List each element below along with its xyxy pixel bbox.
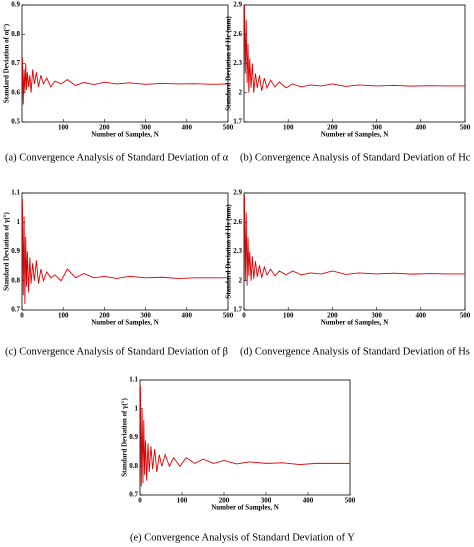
- chart: 1.7 2 2.3 2.6 2.9 100 200 300 400 500 Number of Sa…: [225, 1, 471, 164]
- plot-frame: [21, 4, 229, 123]
- x-axis-label: Number of Samples, N: [321, 319, 389, 327]
- x-tick-label: 100: [58, 124, 69, 132]
- x-tick-label: 500: [460, 124, 471, 132]
- caption: (e) Convergence Analysis of Standard Dev…: [130, 532, 355, 543]
- x-tick-label: 300: [140, 312, 151, 320]
- chart: 1.7 2 2.3 2.6 2.9 0 100 200 300 400 500 Number of S…: [225, 189, 471, 358]
- y-tick-label: 1: [135, 404, 139, 412]
- x-tick-label: 300: [261, 497, 272, 505]
- y-tick-label: 0.6: [11, 88, 20, 96]
- caption: (c) Convergence Analysis of Standard Dev…: [5, 346, 228, 357]
- y-tick-label: 1.1: [11, 189, 20, 197]
- y-tick-label: 1.7: [233, 118, 242, 126]
- x-tick-label: 0: [138, 497, 142, 505]
- data-line: [243, 4, 465, 93]
- y-tick-label: 1: [17, 218, 21, 226]
- x-tick-label: 200: [99, 312, 110, 320]
- x-tick-label: 100: [283, 312, 294, 320]
- y-tick-label: 2: [239, 276, 243, 284]
- y-tick-label: 0.8: [11, 276, 20, 284]
- data-line: [243, 194, 465, 286]
- y-tick-label: 0.7: [129, 491, 138, 499]
- x-tick-label: 200: [327, 312, 338, 320]
- plot-frame: [243, 192, 466, 311]
- caption: (b) Convergence Analysis of Standard Dev…: [240, 152, 471, 163]
- y-tick-label: 2.6: [233, 30, 242, 38]
- x-tick-label: 300: [140, 124, 151, 132]
- caption: (d) Convergence Analysis of Standard Dev…: [240, 346, 470, 357]
- data-line: [139, 385, 350, 487]
- chart: 0.7 0.8 0.9 1 1.1 0 100 200 300 400 500 Number of S…: [3, 189, 234, 358]
- x-tick-label: 300: [371, 312, 382, 320]
- y-tick-label: 0.5: [11, 118, 20, 126]
- plot-frame: [139, 379, 351, 496]
- x-axis-label: Number of Samples, N: [91, 131, 159, 139]
- y-axis-label: Standard Deviation of Hc (mm): [225, 16, 233, 111]
- plot-frame: [21, 192, 229, 311]
- x-tick-label: 400: [416, 124, 427, 132]
- x-tick-label: 200: [219, 497, 230, 505]
- x-tick-label: 400: [416, 312, 427, 320]
- y-tick-label: 2.3: [233, 59, 242, 67]
- y-tick-label: 0.9: [11, 1, 20, 9]
- x-tick-label: 200: [327, 124, 338, 132]
- y-tick-label: 1.7: [233, 306, 242, 314]
- y-tick-label: 2.9: [233, 189, 242, 197]
- x-tick-label: 500: [345, 497, 356, 505]
- x-tick-label: 500: [460, 312, 471, 320]
- x-axis-label: Number of Samples, N: [211, 504, 279, 512]
- x-tick-label: 0: [242, 312, 246, 320]
- x-tick-label: 400: [303, 497, 314, 505]
- x-tick-label: 300: [371, 124, 382, 132]
- x-axis-label: Number of Samples, N: [91, 319, 159, 327]
- x-tick-label: 400: [182, 124, 193, 132]
- plot-frame: [243, 4, 466, 123]
- y-tick-label: 2: [239, 88, 243, 96]
- x-tick-label: 400: [182, 312, 193, 320]
- y-axis-label: Standard Deviation of γ(°): [121, 398, 129, 477]
- x-tick-label: 200: [99, 124, 110, 132]
- y-axis-label: Standard Deviation of Hs (mm): [225, 204, 233, 299]
- y-tick-label: 0.8: [129, 462, 138, 470]
- x-tick-label: 500: [223, 312, 234, 320]
- y-tick-label: 0.8: [11, 30, 20, 38]
- chart: 0.5 0.6 0.7 0.8 0.9 100 200 300 400 500 Number of …: [3, 1, 234, 164]
- data-line: [21, 198, 228, 305]
- y-tick-label: 0.7: [11, 306, 20, 314]
- x-tick-label: 100: [58, 312, 69, 320]
- y-tick-label: 2.9: [233, 1, 242, 9]
- caption: (a) Convergence Analysis of Standard Dev…: [5, 152, 229, 163]
- y-tick-label: 2.3: [233, 247, 242, 255]
- y-axis-label: Standard Deviation of γ(°): [3, 212, 11, 291]
- y-tick-label: 0.9: [11, 247, 20, 255]
- y-tick-label: 0.7: [11, 59, 20, 67]
- y-tick-label: 0.9: [129, 433, 138, 441]
- x-tick-label: 100: [283, 124, 294, 132]
- chart: 0.7 0.8 0.9 1 1.1 0 100 200 300 400 500 Number of S…: [121, 376, 356, 544]
- x-tick-label: 0: [20, 312, 24, 320]
- data-line: [21, 57, 229, 105]
- y-tick-label: 2.6: [233, 218, 242, 226]
- y-tick-label: 1.1: [129, 376, 138, 384]
- y-axis-label: Standard Deviation of α(°): [3, 23, 11, 103]
- x-tick-label: 100: [177, 497, 188, 505]
- x-tick-label: 500: [223, 124, 234, 132]
- x-axis-label: Number of Samples, N: [321, 131, 389, 139]
